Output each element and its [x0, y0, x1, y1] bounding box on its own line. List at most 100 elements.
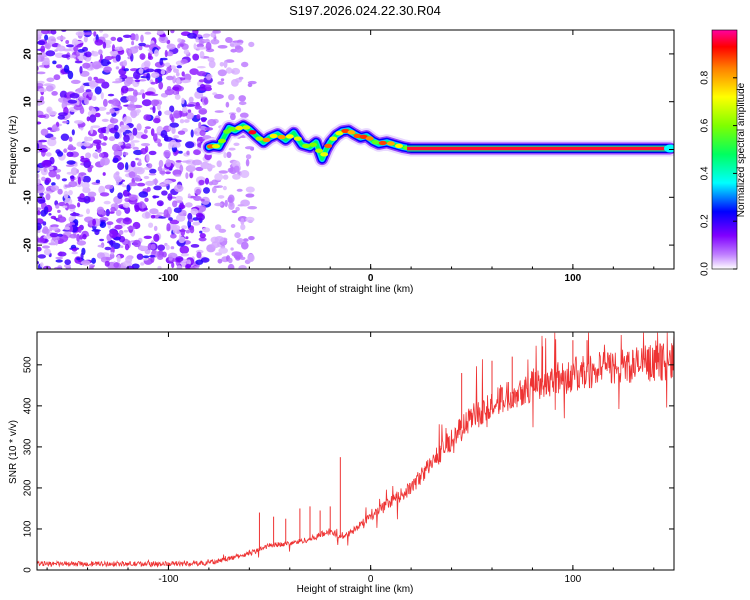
trace-pulse: [218, 138, 226, 144]
noise-blob: [68, 190, 73, 196]
noise-blob: [131, 40, 135, 46]
noise-blob: [195, 212, 204, 218]
noise-blob: [203, 97, 209, 105]
noise-blob: [188, 96, 194, 103]
noise-blob: [42, 226, 49, 234]
trace-pulse: [335, 131, 344, 136]
noise-blob: [91, 51, 99, 57]
noise-blob: [106, 111, 111, 115]
noise-blob: [125, 162, 129, 171]
noise-blob: [198, 121, 202, 129]
noise-blob: [164, 110, 172, 116]
noise-blob: [117, 162, 125, 171]
noise-blob: [108, 136, 116, 142]
noise-blob: [37, 222, 42, 231]
trace-pulse: [309, 142, 317, 147]
noise-blob: [225, 37, 233, 43]
noise-blob: [181, 225, 188, 230]
spectrogram-xtick-label: 0: [368, 273, 374, 284]
noise-blob: [210, 38, 220, 45]
noise-blob: [178, 236, 186, 244]
noise-blob: [102, 172, 106, 176]
noise-blob: [175, 72, 180, 77]
snr-marks: [37, 332, 674, 568]
noise-blob: [71, 129, 75, 136]
noise-blob: [181, 71, 185, 77]
noise-blob: [124, 206, 131, 214]
noise-blob: [196, 251, 202, 259]
noise-blob: [45, 193, 51, 201]
noise-blob: [168, 217, 173, 221]
noise-blob: [222, 185, 227, 191]
noise-blob: [187, 109, 192, 113]
noise-blob: [40, 209, 47, 217]
noise-blob: [95, 112, 101, 118]
noise-blob: [68, 144, 74, 151]
noise-blob: [114, 46, 124, 51]
noise-blob: [70, 167, 78, 176]
noise-blob: [63, 190, 69, 200]
noise-blob: [128, 182, 138, 187]
noise-blob: [50, 226, 59, 231]
noise-blob: [105, 208, 111, 217]
noise-blob: [171, 126, 176, 134]
noise-blob: [173, 184, 184, 193]
noise-blob: [104, 246, 112, 251]
noise-blob: [154, 49, 159, 57]
noise-blob: [119, 245, 124, 248]
noise-blob: [130, 33, 136, 41]
noise-blob: [170, 233, 177, 239]
noise-blob: [68, 225, 74, 233]
noise-blob: [100, 58, 110, 67]
snr-xtick-label: 0: [368, 574, 374, 585]
noise-blob: [91, 61, 102, 69]
noise-blob: [140, 143, 151, 147]
noise-blob: [53, 74, 61, 81]
noise-blob: [245, 186, 255, 193]
noise-blob: [153, 117, 161, 124]
noise-blob: [180, 228, 186, 237]
noise-blob: [121, 85, 129, 94]
noise-blob: [58, 112, 68, 117]
trace-pulse: [285, 134, 294, 139]
colorbar-gradient: [711, 29, 738, 270]
noise-blob: [118, 230, 124, 235]
noise-blob: [218, 247, 228, 254]
noise-blob: [41, 159, 52, 168]
noise-blob: [74, 60, 83, 64]
noise-blob: [45, 85, 54, 92]
noise-blob: [102, 33, 109, 39]
noise-blob: [182, 106, 188, 114]
noise-blob: [157, 265, 162, 269]
spectrogram-xtick-label: 100: [565, 273, 582, 284]
noise-blob: [218, 170, 228, 174]
noise-blob: [241, 241, 249, 250]
noise-blob: [83, 36, 88, 43]
noise-blob: [47, 127, 53, 130]
noise-blob: [150, 99, 160, 107]
noise-blob: [196, 114, 201, 120]
noise-blob: [159, 183, 166, 186]
noise-blob: [82, 141, 91, 147]
snr-panel: -100 0 100 0 100 200 300 400 500 Height of strai…: [8, 331, 675, 595]
noise-blob: [192, 53, 200, 61]
noise-blob: [174, 94, 181, 100]
noise-blob: [37, 143, 40, 150]
carrier-core: [407, 146, 674, 151]
colorbar-tick-label: 0.2: [700, 214, 711, 228]
noise-blob: [138, 79, 147, 82]
noise-blob: [205, 164, 216, 169]
noise-blob: [42, 245, 50, 249]
noise-blob: [185, 112, 194, 120]
trace-pulse: [386, 141, 395, 146]
noise-blob: [176, 65, 182, 69]
noise-blob: [66, 171, 73, 175]
noise-blob: [128, 194, 137, 201]
noise-blob: [234, 45, 244, 53]
noise-blob: [132, 239, 141, 248]
noise-blob: [189, 266, 196, 269]
noise-blob: [233, 165, 240, 173]
noise-blob: [86, 116, 91, 122]
noise-blob: [78, 51, 85, 57]
